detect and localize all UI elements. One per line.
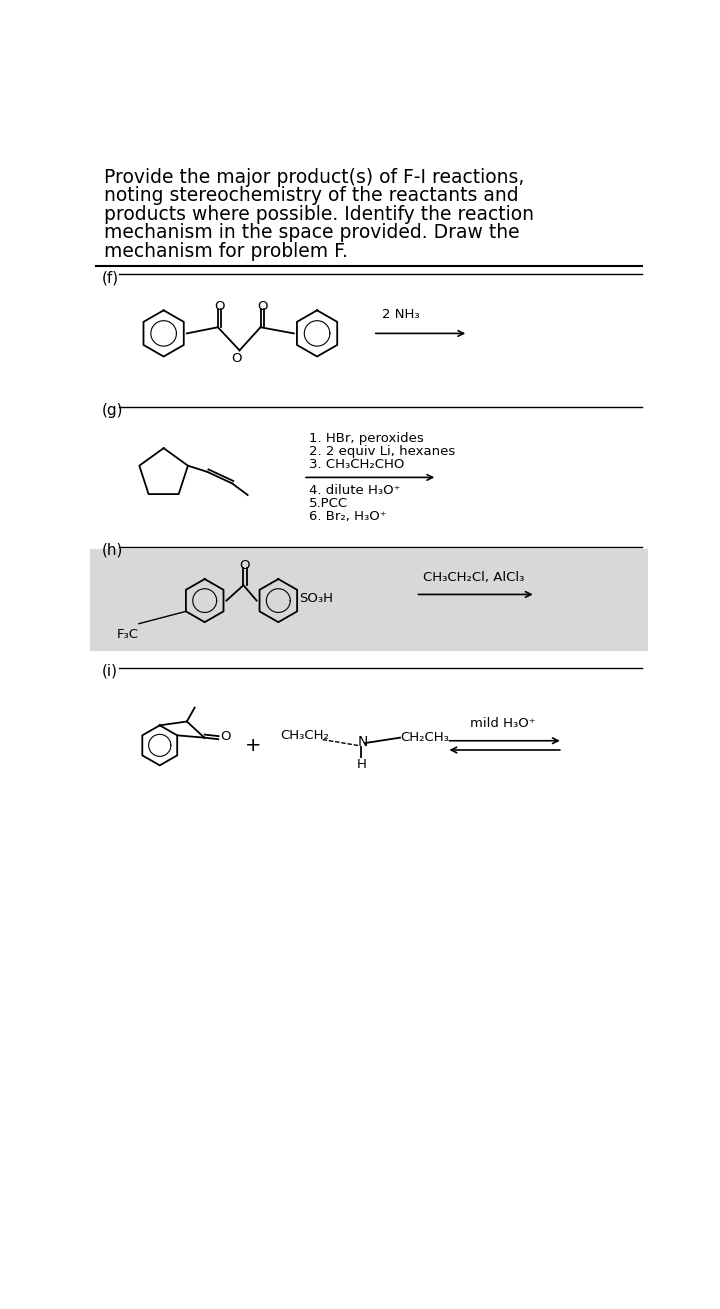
Text: +: + [245, 736, 261, 755]
Text: 2 NH₃: 2 NH₃ [382, 308, 420, 321]
Text: (f): (f) [102, 270, 119, 285]
Text: 6. Br₂, H₃O⁺: 6. Br₂, H₃O⁺ [310, 509, 387, 522]
Text: Provide the major product(s) of F-I reactions,: Provide the major product(s) of F-I reac… [104, 168, 524, 187]
Text: CH₂CH₃: CH₂CH₃ [400, 732, 449, 744]
Text: CH₃CH₂Cl, AlCl₃: CH₃CH₂Cl, AlCl₃ [423, 571, 525, 584]
Text: 2. 2 equiv Li, hexanes: 2. 2 equiv Li, hexanes [310, 445, 456, 458]
Text: CH₃CH₂: CH₃CH₂ [280, 729, 329, 742]
Text: mild H₃O⁺: mild H₃O⁺ [469, 717, 536, 730]
Text: 3. CH₃CH₂CHO: 3. CH₃CH₂CHO [310, 458, 405, 471]
Text: O: O [257, 300, 267, 313]
Text: H: H [356, 758, 366, 771]
Text: SO₃H: SO₃H [300, 592, 333, 605]
Bar [90, 548, 648, 651]
Text: noting stereochemistry of the reactants and: noting stereochemistry of the reactants … [104, 186, 518, 206]
Text: mechanism for problem F.: mechanism for problem F. [104, 242, 348, 260]
Text: O: O [214, 300, 225, 313]
Text: (g): (g) [102, 403, 123, 418]
Text: (h): (h) [102, 543, 123, 558]
Text: 5.PCC: 5.PCC [310, 496, 348, 509]
Text: N: N [357, 734, 368, 749]
Text: O: O [220, 729, 230, 742]
Text: 1. HBr, peroxides: 1. HBr, peroxides [310, 432, 424, 445]
Text: F₃C: F₃C [117, 627, 139, 640]
Text: O: O [231, 352, 242, 365]
Text: (i): (i) [102, 664, 117, 679]
Text: O: O [240, 559, 251, 572]
Text: 4. dilute H₃O⁺: 4. dilute H₃O⁺ [310, 483, 401, 496]
Text: products where possible. Identify the reaction: products where possible. Identify the re… [104, 204, 534, 224]
Text: mechanism in the space provided. Draw the: mechanism in the space provided. Draw th… [104, 224, 520, 242]
